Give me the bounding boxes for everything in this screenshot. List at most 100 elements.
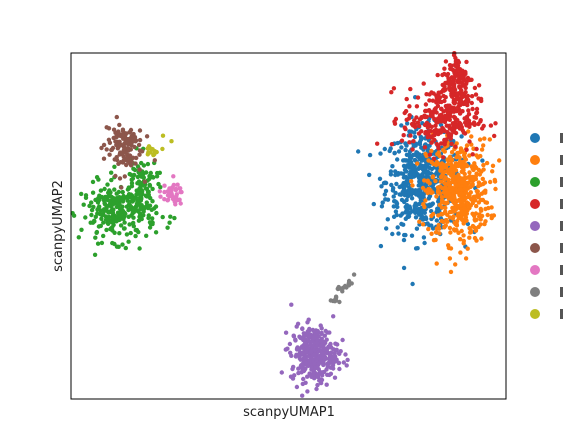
data-point	[447, 105, 452, 111]
data-point	[394, 181, 399, 187]
data-point	[343, 352, 348, 357]
data-point	[448, 269, 454, 275]
data-point	[467, 77, 472, 82]
data-point	[123, 245, 128, 251]
data-point	[153, 204, 159, 209]
data-point	[95, 207, 100, 212]
data-point	[476, 83, 482, 88]
data-point	[407, 190, 412, 195]
data-point	[465, 201, 471, 206]
data-point	[395, 225, 400, 230]
data-point	[409, 175, 414, 180]
data-point	[145, 152, 150, 157]
data-point	[485, 212, 490, 218]
data-point	[154, 174, 160, 179]
data-point	[109, 147, 114, 153]
data-point	[452, 85, 457, 90]
data-point	[453, 55, 458, 61]
data-point	[337, 366, 342, 372]
data-point	[459, 134, 464, 139]
data-point	[448, 157, 453, 163]
data-point	[323, 328, 328, 334]
data-point	[468, 184, 473, 190]
data-point	[448, 230, 453, 235]
data-point	[334, 348, 339, 353]
data-point	[467, 139, 472, 144]
data-point	[109, 226, 114, 231]
data-point	[433, 178, 438, 184]
data-point	[404, 152, 410, 157]
data-point	[423, 198, 428, 203]
data-point	[169, 139, 174, 144]
data-point	[152, 149, 157, 154]
data-point	[305, 374, 310, 379]
data-point	[130, 176, 136, 181]
data-point	[443, 194, 448, 199]
data-point	[336, 351, 342, 356]
data-point	[101, 198, 107, 203]
data-point	[408, 133, 413, 138]
data-point	[120, 132, 125, 137]
data-point	[449, 209, 454, 214]
scatter-points	[70, 51, 502, 398]
data-point	[442, 149, 447, 154]
data-point	[434, 226, 440, 231]
data-point	[409, 121, 415, 127]
data-point	[150, 216, 155, 221]
data-point	[391, 194, 396, 199]
data-point	[99, 212, 104, 217]
data-point	[435, 103, 441, 109]
data-point	[463, 85, 468, 91]
data-point	[431, 156, 437, 161]
data-point	[328, 371, 334, 376]
data-point	[130, 139, 135, 145]
data-point	[403, 183, 409, 188]
data-point	[439, 167, 444, 172]
data-point	[332, 299, 338, 304]
data-point	[117, 122, 122, 128]
data-point	[460, 176, 466, 181]
data-point	[399, 123, 404, 128]
data-point	[442, 66, 447, 71]
data-point	[474, 106, 480, 112]
data-point	[106, 214, 112, 220]
data-point	[160, 146, 165, 152]
data-point	[470, 152, 475, 157]
data-point	[391, 186, 396, 191]
data-point	[112, 196, 117, 201]
data-point	[407, 104, 412, 109]
data-point	[435, 117, 440, 123]
data-point	[320, 360, 325, 365]
data-point	[459, 169, 464, 174]
data-point	[439, 161, 445, 166]
data-point	[108, 190, 113, 195]
legend-marker-1	[530, 155, 540, 165]
data-point	[476, 96, 481, 101]
data-point	[313, 335, 319, 340]
data-point	[288, 374, 294, 379]
data-point	[489, 215, 494, 221]
data-point	[109, 170, 114, 175]
data-point	[136, 142, 142, 148]
data-point	[315, 365, 320, 370]
data-point	[468, 190, 473, 195]
data-point	[87, 203, 92, 209]
data-point	[147, 225, 153, 230]
legend-label-cropped-6	[560, 265, 563, 275]
data-point	[423, 102, 429, 107]
data-point	[390, 231, 395, 237]
data-point	[443, 103, 449, 109]
data-point	[144, 233, 149, 238]
data-point	[464, 143, 470, 148]
data-point	[445, 110, 450, 116]
data-point	[144, 170, 149, 175]
data-point	[416, 131, 422, 136]
data-point	[153, 230, 159, 235]
data-point	[490, 169, 495, 174]
data-point	[395, 140, 400, 146]
data-point	[340, 337, 345, 343]
data-point	[472, 85, 478, 91]
data-point	[114, 191, 119, 196]
data-point	[95, 200, 101, 205]
data-point	[101, 220, 106, 225]
